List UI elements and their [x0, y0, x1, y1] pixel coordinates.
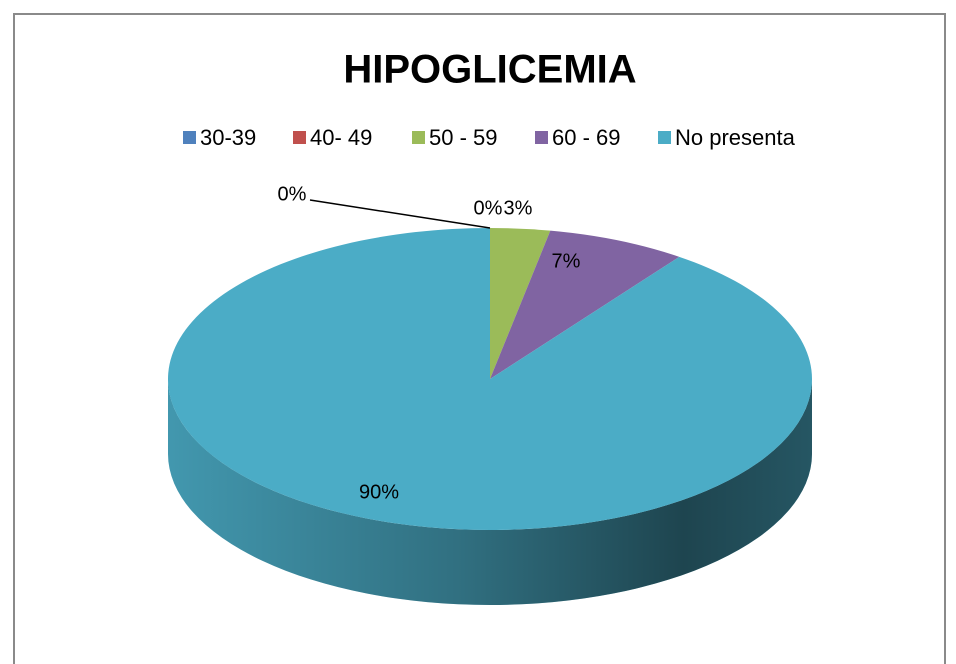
- legend-label: 30-39: [200, 125, 256, 150]
- data-label: 0%: [474, 197, 503, 219]
- leader-line: [309, 199, 491, 229]
- legend-swatch: [412, 131, 425, 144]
- data-label: 7%: [552, 250, 581, 272]
- legend-swatch: [658, 131, 671, 144]
- data-label: 0%: [278, 183, 307, 205]
- legend-label: 50 - 59: [429, 125, 498, 150]
- slice-side-shade: [168, 379, 812, 605]
- legend-swatch: [293, 131, 306, 144]
- pie-tops: [168, 228, 813, 530]
- chart-title: HIPOGLICEMIA: [343, 48, 636, 92]
- labels: 0%0% 3%7%90%: [278, 183, 581, 503]
- legend-label: 60 - 69: [552, 125, 621, 150]
- data-label: 90%: [359, 481, 399, 503]
- legend-swatch: [183, 131, 196, 144]
- slice: [490, 228, 551, 379]
- legend-label: No presenta: [675, 125, 796, 150]
- pie-sides: [168, 379, 812, 605]
- slice: [168, 228, 813, 530]
- legend-swatch: [535, 131, 548, 144]
- slice: [490, 230, 680, 379]
- data-label: 3%: [504, 197, 533, 219]
- legend-label: 40- 49: [310, 125, 372, 150]
